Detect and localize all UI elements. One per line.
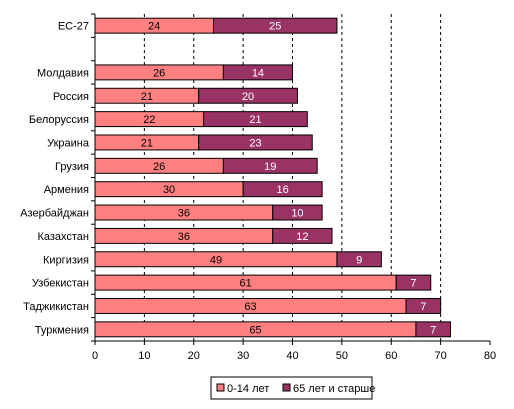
x-tick-label: 50 xyxy=(336,350,348,362)
legend-swatch xyxy=(283,384,290,391)
data-label: 24 xyxy=(148,21,160,33)
category-label: Грузия xyxy=(55,161,89,173)
data-label: 14 xyxy=(252,67,264,79)
data-label: 19 xyxy=(264,161,276,173)
data-label: 25 xyxy=(269,21,281,33)
legend-label: 65 лет и старше xyxy=(293,383,375,395)
data-label: 23 xyxy=(249,137,261,149)
data-label: 10 xyxy=(291,208,303,220)
data-label: 16 xyxy=(277,184,289,196)
data-label: 7 xyxy=(430,324,436,336)
data-label: 26 xyxy=(153,67,165,79)
x-tick-label: 70 xyxy=(435,350,447,362)
category-label: ЕС-27 xyxy=(58,21,89,33)
category-label: Узбекистан xyxy=(32,278,89,290)
data-label: 12 xyxy=(296,231,308,243)
category-label: Киргизия xyxy=(43,254,89,266)
data-label: 20 xyxy=(242,91,254,103)
data-label: 7 xyxy=(410,278,416,290)
x-tick-label: 60 xyxy=(385,350,397,362)
category-label: Россия xyxy=(53,91,89,103)
legend: 0-14 лет 65 лет и старше xyxy=(211,377,375,399)
category-labels: ЕС-27 Молдавия Россия Белоруссия Украина Груз… xyxy=(20,21,90,337)
x-tick-label: 0 xyxy=(92,350,98,362)
data-label: 21 xyxy=(249,114,261,126)
data-label: 21 xyxy=(141,137,153,149)
data-label: 61 xyxy=(239,278,251,290)
x-tick-label: 80 xyxy=(484,350,496,362)
legend-label: 0-14 лет xyxy=(227,383,269,395)
x-axis-ticks: 0 10 20 30 40 50 60 70 80 xyxy=(92,341,496,362)
data-label: 30 xyxy=(163,184,175,196)
data-label: 21 xyxy=(141,91,153,103)
data-label: 63 xyxy=(244,301,256,313)
data-label: 65 xyxy=(249,324,261,336)
category-label: Армения xyxy=(44,184,89,196)
x-tick-label: 30 xyxy=(237,350,249,362)
data-label: 9 xyxy=(356,254,362,266)
x-tick-label: 40 xyxy=(286,350,298,362)
category-label: Казахстан xyxy=(37,231,89,243)
category-label: Белоруссия xyxy=(29,114,89,126)
x-tick-label: 10 xyxy=(138,350,150,362)
category-label: Таджикистан xyxy=(23,301,89,313)
x-tick-label: 20 xyxy=(188,350,200,362)
legend-swatch xyxy=(217,384,224,391)
data-label: 26 xyxy=(153,161,165,173)
data-label: 49 xyxy=(210,254,222,266)
category-label: Молдавия xyxy=(37,67,89,79)
data-label: 22 xyxy=(143,114,155,126)
data-label: 36 xyxy=(178,208,190,220)
category-label: Украина xyxy=(47,137,90,149)
category-label: Азербайджан xyxy=(20,208,89,220)
data-label: 36 xyxy=(178,231,190,243)
data-label: 7 xyxy=(420,301,426,313)
category-label: Туркмения xyxy=(35,324,89,336)
